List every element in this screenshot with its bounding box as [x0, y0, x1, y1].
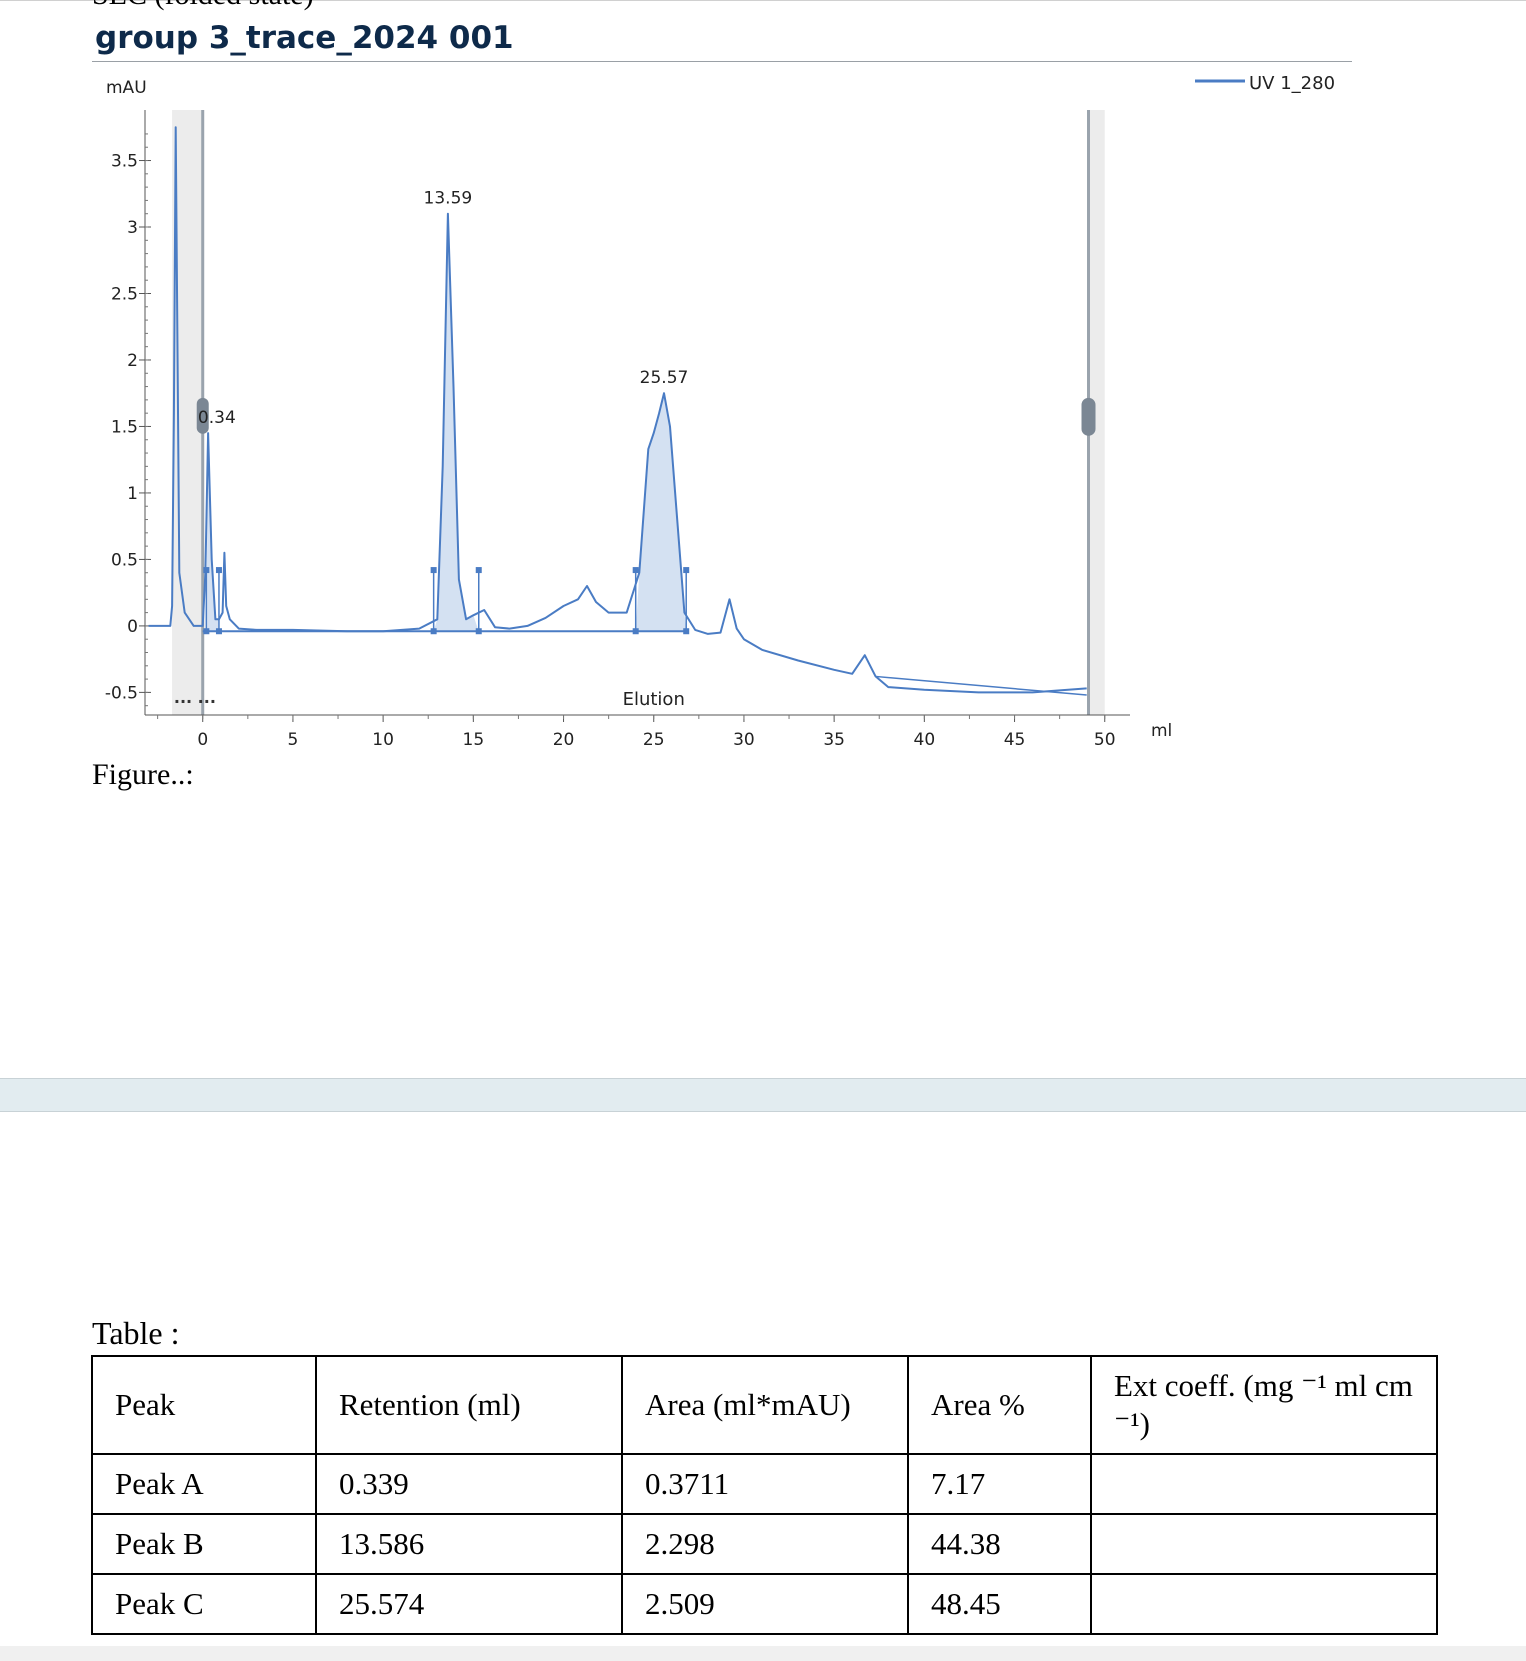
table-cell: 0.339: [315, 1453, 623, 1515]
x-tick-label: 10: [372, 730, 394, 750]
y-tick-label: 2.5: [111, 284, 138, 304]
table-label: Table :: [92, 1315, 180, 1351]
table-cell: [1090, 1453, 1438, 1515]
peak-boundary-handle: [632, 567, 639, 574]
x-tick-label: 40: [914, 730, 936, 750]
table-header-cell: Peak: [91, 1355, 317, 1455]
peak-label: 25.57: [640, 368, 689, 388]
section-title: SEC (folded state): [92, 0, 314, 12]
page-separator: [0, 1078, 1526, 1112]
table-cell: 44.38: [907, 1513, 1092, 1575]
peak-boundary-handle: [215, 567, 222, 574]
title-divider: [92, 61, 1352, 62]
range-handle-left: [196, 397, 209, 434]
table-cell: 13.586: [315, 1513, 623, 1575]
table-header-cell: Ext coeff. (mg ⁻¹ ml cm ⁻¹): [1090, 1355, 1438, 1455]
table-header-cell: Area (ml*mAU): [621, 1355, 909, 1455]
series-line-uv-280: [148, 126, 1087, 694]
y-axis-label: mAU: [106, 78, 147, 98]
table-cell: Peak B: [91, 1513, 317, 1575]
x-tick-label: 0: [197, 730, 208, 750]
x-tick-label: 45: [1004, 730, 1026, 750]
peak-boundary-handle: [475, 567, 482, 574]
table-row: Peak C 25.574 2.509 48.45: [91, 1573, 1438, 1635]
y-tick-label: 1.5: [111, 417, 138, 437]
x-tick-label: 5: [288, 730, 299, 750]
y-tick-label: -0.5: [105, 683, 138, 703]
x-axis-label: ml: [1151, 721, 1172, 741]
region-label-elution: Elution: [623, 689, 685, 710]
top-rule: [0, 0, 1526, 1]
excluded-region-right: [1088, 110, 1105, 715]
peak-boundary-handle: [683, 567, 690, 574]
table-cell: Peak A: [91, 1453, 317, 1515]
chromatogram-chart: -0.5 0 0.5 1 1.5 2 2.5 3 3.5 0 5 10 15 20 25 30 35 40 45 50…: [105, 73, 1335, 750]
legend-label: UV 1_280: [1249, 73, 1335, 94]
y-tick-label: 0: [127, 617, 138, 637]
run-title: group 3_trace_2024 001: [95, 20, 514, 56]
peak-boundary-handle: [430, 567, 437, 574]
x-tick-label: 35: [823, 730, 845, 750]
table-cell: 2.298: [621, 1513, 909, 1575]
table-cell: 48.45: [907, 1573, 1092, 1635]
table-row: Peak A 0.339 0.3711 7.17: [91, 1453, 1438, 1515]
table-header-cell: Area %: [907, 1355, 1092, 1455]
peak-label: 0.34: [198, 408, 236, 428]
table-cell: Peak C: [91, 1573, 317, 1635]
table-row: Peak B 13.586 2.298 44.38: [91, 1513, 1438, 1575]
table-cell: 0.3711: [621, 1453, 909, 1515]
table-cell: 7.17: [907, 1453, 1092, 1515]
peak-area-fill: [433, 213, 479, 632]
peak-label: 13.59: [424, 189, 473, 209]
x-tick-label: 25: [643, 730, 665, 750]
table-header-cell: Retention (ml): [315, 1355, 623, 1455]
y-tick-label: 1: [127, 484, 138, 504]
x-tick-label: 15: [463, 730, 485, 750]
peak-table: Peak Retention (ml) Area (ml*mAU) Area %…: [91, 1355, 1438, 1635]
x-tick-label: 30: [733, 730, 755, 750]
x-tick-label: 20: [553, 730, 575, 750]
table-cell: 2.509: [621, 1573, 909, 1635]
y-tick-label: 0.5: [111, 550, 138, 570]
table-cell: [1090, 1573, 1438, 1635]
y-tick-label: 2: [127, 351, 138, 371]
table-header-row: Peak Retention (ml) Area (ml*mAU) Area %…: [91, 1355, 1438, 1455]
range-handle-right: [1081, 397, 1096, 436]
x-tick-label: 50: [1094, 730, 1116, 750]
y-tick-label: 3.5: [111, 152, 138, 172]
table-cell: [1090, 1513, 1438, 1575]
injection-marks: ... ...: [174, 688, 216, 707]
y-tick-label: 3: [127, 218, 138, 238]
bottom-strip: [0, 1646, 1526, 1661]
table-cell: 25.574: [315, 1573, 623, 1635]
figure-caption: Figure..:: [92, 758, 194, 791]
